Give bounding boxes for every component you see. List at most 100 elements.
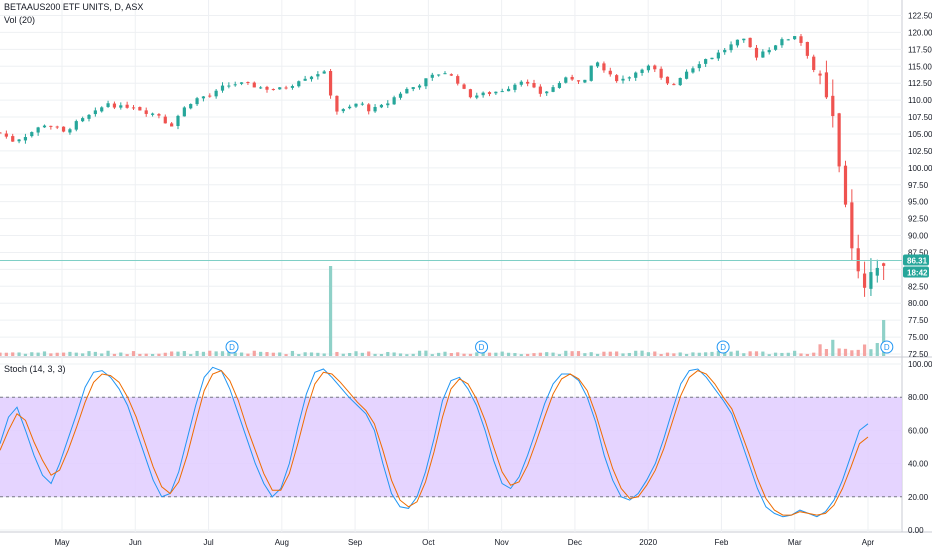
volume-bar (437, 352, 441, 356)
price-tick-label: 80.00 (908, 299, 929, 308)
volume-bar (386, 351, 390, 356)
candle-body (672, 84, 676, 86)
volume-bar (316, 352, 320, 356)
candle-body (773, 45, 778, 50)
symbol-legend[interactable]: BETAAUS200 ETF UNITS, D, ASX (4, 2, 144, 12)
price-tick-label: 97.50 (908, 181, 929, 190)
candle-body (189, 104, 193, 109)
time-axis[interactable]: May Jun Jul Aug Sep Oct Nov Dec 2020 Feb Mar Apr (54, 538, 874, 547)
candle-body (646, 65, 651, 71)
candle-body (220, 85, 225, 91)
volume-bar (526, 353, 530, 356)
volume-bar (443, 351, 447, 356)
candle-body (61, 126, 66, 132)
candle-body (837, 113, 841, 167)
candle-body (437, 74, 441, 76)
dividend-label: D (884, 343, 890, 352)
volume-bar (87, 351, 91, 356)
stoch-tick-label: 80.00 (908, 393, 929, 402)
volume-bar (729, 351, 733, 356)
candle-body (335, 95, 339, 112)
volume-bar (182, 351, 186, 356)
candle-body (4, 133, 8, 137)
candle-body (430, 74, 434, 78)
volume-bar (81, 353, 85, 356)
volume-bar (615, 351, 619, 356)
candle-body (23, 137, 28, 141)
volume-bar (761, 351, 765, 356)
price-tick-label: 82.50 (908, 282, 929, 291)
candle-body (49, 125, 53, 127)
volume-bar (227, 351, 231, 356)
candle-body (42, 125, 47, 128)
volume-bar (23, 353, 28, 356)
candle-body (411, 87, 415, 90)
candle-body (239, 82, 244, 84)
volume-bar (583, 353, 587, 356)
candle-body (316, 74, 320, 77)
price-tick-label: 120.00 (908, 28, 932, 37)
candle-body (278, 87, 282, 90)
stoch-legend[interactable]: Stoch (14, 3, 3) (4, 364, 66, 374)
candle-body (125, 104, 129, 108)
volume-bar (843, 348, 848, 356)
candle-body (265, 86, 269, 90)
candle-body (519, 81, 523, 85)
volume-bar (55, 352, 59, 356)
time-tick-label: Aug (275, 538, 289, 547)
candle-body (805, 41, 809, 56)
candle-body (742, 38, 746, 41)
candle-body (831, 95, 835, 117)
candle-body (780, 39, 784, 46)
candle-body (93, 110, 97, 115)
candle-body (570, 76, 574, 80)
candle-body (405, 88, 409, 94)
candle-body (0, 132, 2, 134)
volume-bar (424, 350, 428, 356)
volume-bar (354, 351, 358, 356)
candle-body (449, 74, 453, 76)
candle-body (882, 263, 886, 266)
overbought-oversold-band (0, 397, 902, 497)
volume-bar (328, 266, 333, 356)
volume-bar (545, 352, 549, 356)
candle-body (119, 105, 123, 108)
candle-body (640, 69, 644, 73)
volume-bar (170, 351, 174, 356)
candle-body (595, 62, 600, 67)
volume-bar (348, 352, 352, 356)
volume-bar (49, 353, 53, 356)
volume-bar (475, 352, 479, 356)
candle-body (735, 39, 740, 46)
volume-legend[interactable]: Vol (20) (4, 15, 36, 25)
volume-bar (627, 352, 631, 356)
volume-bar (373, 353, 377, 356)
candle-body (723, 49, 727, 53)
volume-bar (42, 351, 47, 356)
dividend-marker (225, 340, 239, 354)
volume-bar (710, 351, 714, 356)
time-tick-label: 2020 (639, 538, 657, 547)
volume-bar (875, 343, 879, 356)
volume-bar (812, 352, 816, 356)
volume-bar (634, 350, 638, 356)
candle-body (634, 72, 638, 78)
volume-bar (290, 350, 295, 356)
time-tick-label: Nov (495, 538, 509, 547)
price-axis[interactable]: 72.5075.0077.5080.0082.5085.0087.5090.00… (903, 12, 932, 536)
candle-body (653, 65, 657, 70)
candle-body (68, 129, 72, 133)
volume-bar (653, 351, 657, 356)
time-tick-label: Apr (862, 538, 875, 547)
volume-bar (449, 353, 453, 356)
volume-bar (74, 352, 78, 356)
price-tick-label: 105.00 (908, 130, 932, 139)
candle-body (87, 114, 91, 119)
volume-bar (481, 352, 485, 356)
stoch-tick-label: 20.00 (908, 493, 929, 502)
volume-bar (176, 351, 180, 356)
volume-bar (818, 344, 822, 356)
candles (0, 34, 886, 297)
